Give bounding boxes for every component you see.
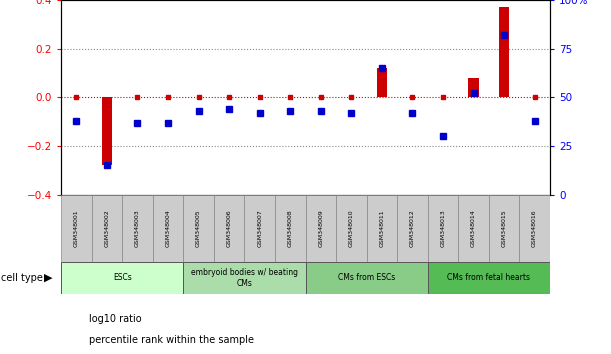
Text: percentile rank within the sample: percentile rank within the sample — [89, 335, 254, 345]
Bar — [306, 262, 428, 294]
Bar — [275, 195, 306, 262]
Text: CMs from ESCs: CMs from ESCs — [338, 273, 395, 282]
Text: GSM348002: GSM348002 — [104, 210, 109, 247]
Text: GSM348007: GSM348007 — [257, 210, 262, 247]
Text: GSM348010: GSM348010 — [349, 210, 354, 247]
Bar — [489, 195, 519, 262]
Text: GSM348003: GSM348003 — [135, 210, 140, 247]
Bar — [306, 195, 336, 262]
Bar — [458, 195, 489, 262]
Bar — [122, 195, 153, 262]
Text: GSM348001: GSM348001 — [74, 210, 79, 247]
Text: GSM348005: GSM348005 — [196, 210, 201, 247]
Bar — [244, 195, 275, 262]
Bar — [519, 195, 550, 262]
Bar — [376, 68, 387, 97]
Bar — [428, 195, 458, 262]
Bar — [367, 195, 397, 262]
Text: GSM348011: GSM348011 — [379, 210, 384, 247]
Text: cell type: cell type — [1, 273, 43, 283]
Text: GSM348012: GSM348012 — [410, 210, 415, 247]
Bar — [499, 7, 510, 97]
Bar — [61, 195, 92, 262]
Bar — [336, 195, 367, 262]
Bar — [92, 195, 122, 262]
Text: log10 ratio: log10 ratio — [89, 314, 141, 324]
Bar — [214, 195, 244, 262]
Bar — [428, 262, 550, 294]
Text: GSM348004: GSM348004 — [166, 210, 170, 247]
Text: GSM348014: GSM348014 — [471, 210, 476, 247]
Text: GSM348016: GSM348016 — [532, 210, 537, 247]
Text: ▶: ▶ — [44, 273, 53, 283]
Text: ESCs: ESCs — [113, 273, 131, 282]
Text: GSM348008: GSM348008 — [288, 210, 293, 247]
Bar — [397, 195, 428, 262]
Text: CMs from fetal hearts: CMs from fetal hearts — [447, 273, 530, 282]
Bar — [153, 195, 183, 262]
Text: GSM348013: GSM348013 — [441, 210, 445, 247]
Bar — [183, 195, 214, 262]
Text: GSM348015: GSM348015 — [502, 210, 507, 247]
Bar — [101, 97, 112, 166]
Bar — [468, 78, 479, 97]
Bar — [183, 262, 306, 294]
Text: embryoid bodies w/ beating
CMs: embryoid bodies w/ beating CMs — [191, 268, 298, 287]
Text: GSM348006: GSM348006 — [227, 210, 232, 247]
Bar — [61, 262, 183, 294]
Text: GSM348009: GSM348009 — [318, 210, 323, 247]
